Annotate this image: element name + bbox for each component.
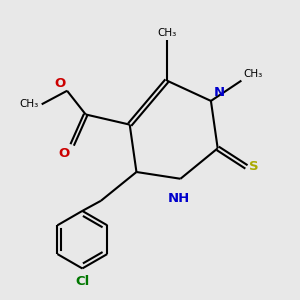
Text: N: N [214, 86, 225, 99]
Text: Cl: Cl [75, 275, 89, 288]
Text: CH₃: CH₃ [243, 69, 262, 79]
Text: NH: NH [168, 192, 190, 205]
Text: O: O [58, 147, 70, 160]
Text: O: O [54, 77, 65, 90]
Text: CH₃: CH₃ [20, 99, 39, 109]
Text: CH₃: CH₃ [157, 28, 176, 38]
Text: S: S [249, 160, 259, 173]
